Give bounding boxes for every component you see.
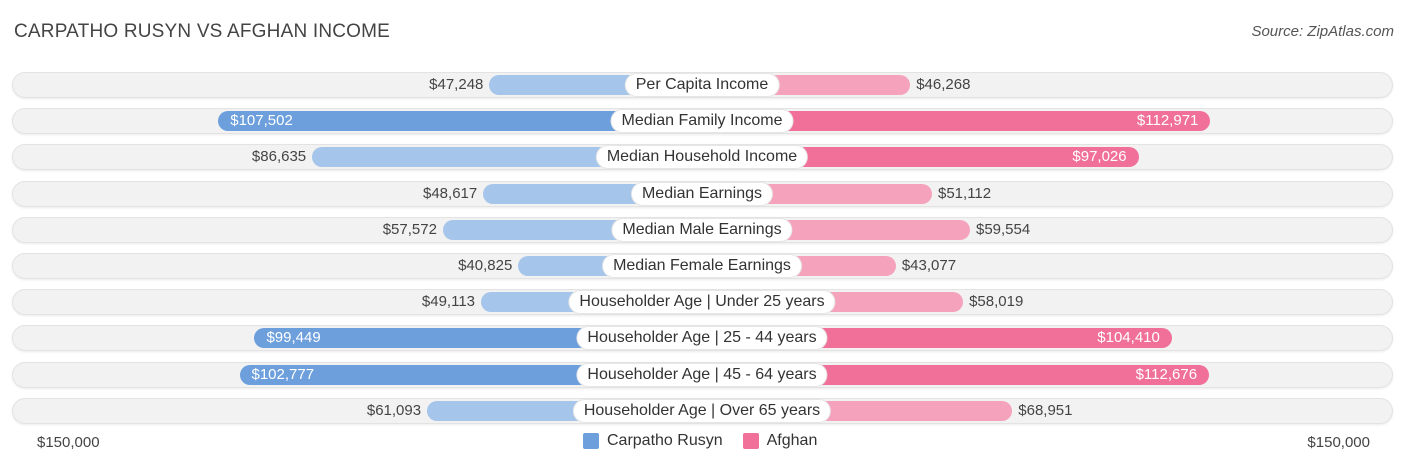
value-label-carpatho-rusyn: $47,248 (429, 76, 484, 93)
category-label: Median Earnings (631, 182, 773, 205)
category-label: Median Family Income (611, 110, 793, 133)
value-label-afghan: $104,410 (1097, 329, 1160, 347)
value-label-afghan: $59,554 (975, 220, 1031, 238)
legend-label-afghan: Afghan (766, 432, 818, 449)
value-label-carpatho-rusyn: $107,502 (230, 112, 293, 130)
category-label: Householder Age | Over 65 years (573, 399, 831, 422)
legend-swatch-carpatho-rusyn (583, 433, 599, 449)
legend: Carpatho Rusyn Afghan (583, 432, 827, 450)
category-label: Median Male Earnings (612, 218, 792, 241)
bar-afghan (702, 364, 1210, 385)
value-label-afghan: $112,971 (1136, 112, 1199, 130)
category-label: Householder Age | 25 - 44 years (577, 327, 827, 350)
value-label-carpatho-rusyn: $86,635 (251, 148, 307, 166)
value-label-carpatho-rusyn: $49,113 (421, 293, 475, 311)
bar-carpatho-rusyn (218, 111, 702, 132)
legend-item-afghan: Afghan (742, 432, 818, 450)
value-label-afghan: $43,077 (901, 257, 957, 274)
value-label-afghan: $46,268 (916, 76, 971, 93)
value-label-afghan: $68,951 (1018, 401, 1073, 419)
category-label: Median Female Earnings (603, 255, 801, 277)
value-label-afghan: $51,112 (938, 184, 992, 202)
bar-afghan (702, 111, 1211, 132)
chart-title: CARPATHO RUSYN VS AFGHAN INCOME (14, 21, 391, 42)
category-label: Median Household Income (596, 146, 808, 169)
category-label: Per Capita Income (625, 74, 779, 96)
legend-item-carpatho-rusyn: Carpatho Rusyn (583, 432, 723, 450)
category-label: Householder Age | Under 25 years (569, 291, 835, 314)
bar-afghan (702, 147, 1139, 168)
axis-left-label: $150,000 (37, 434, 100, 451)
value-label-carpatho-rusyn: $102,777 (251, 365, 315, 383)
category-label: Householder Age | 45 - 64 years (577, 363, 827, 386)
value-label-carpatho-rusyn: $99,449 (266, 329, 321, 347)
value-label-carpatho-rusyn: $61,093 (366, 401, 422, 419)
value-label-carpatho-rusyn: $48,617 (423, 184, 478, 202)
value-label-carpatho-rusyn: $57,572 (382, 220, 437, 238)
value-label-afghan: $112,676 (1135, 365, 1198, 383)
value-label-afghan: $97,026 (1072, 148, 1127, 166)
legend-label-carpatho-rusyn: Carpatho Rusyn (607, 432, 723, 449)
value-label-afghan: $58,019 (969, 293, 1024, 311)
source-note: Source: ZipAtlas.com (1251, 23, 1394, 40)
value-label-carpatho-rusyn: $40,825 (458, 257, 513, 274)
axis-right-label: $150,000 (1307, 434, 1370, 451)
legend-swatch-afghan (742, 433, 759, 449)
